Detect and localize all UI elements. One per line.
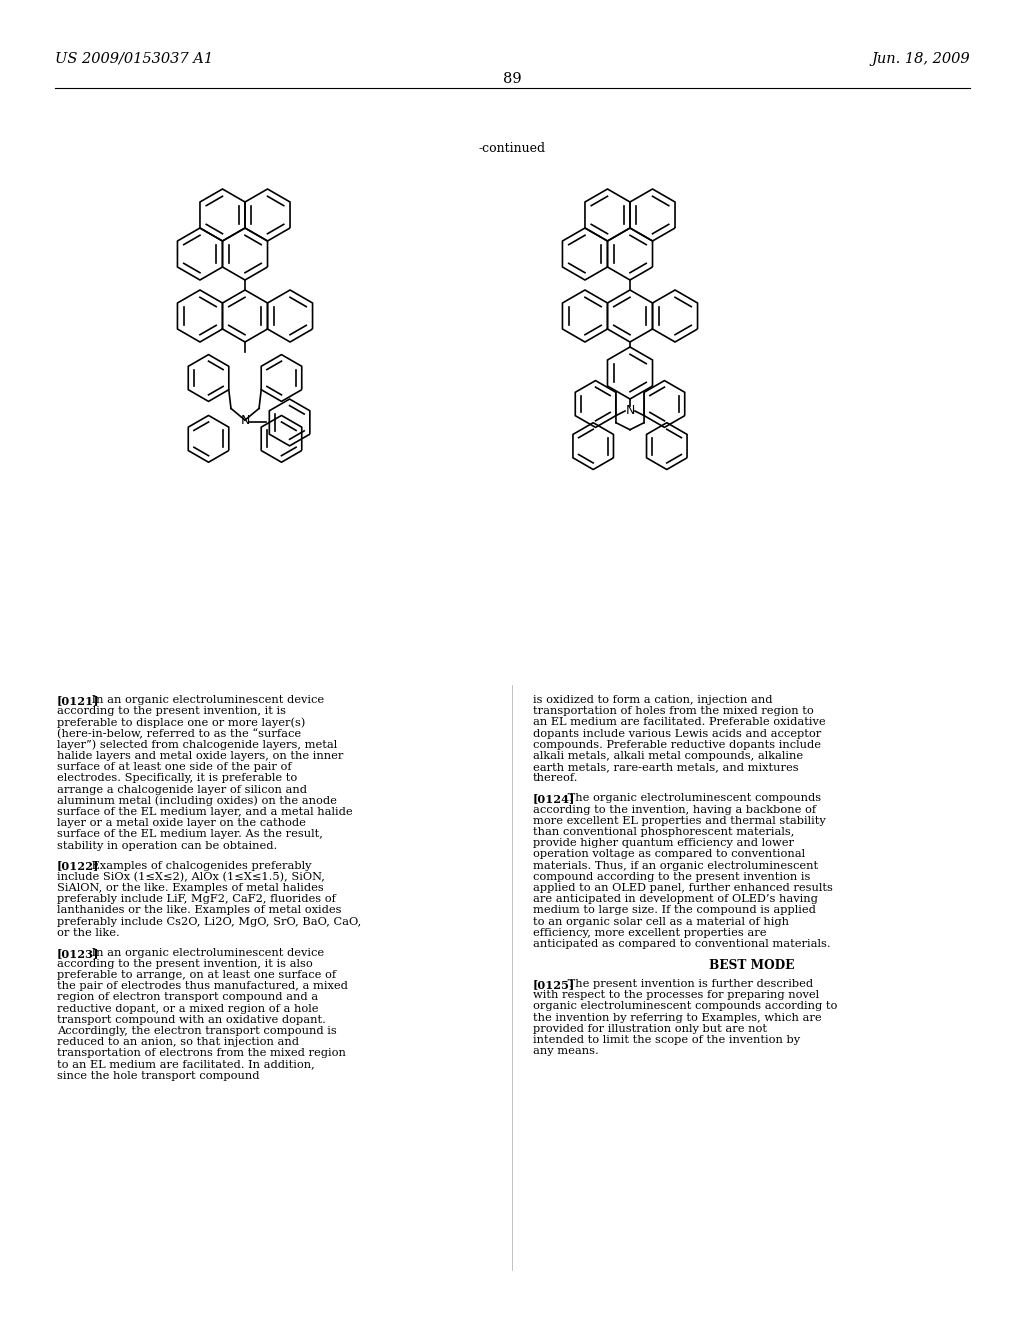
- Text: provided for illustration only but are not: provided for illustration only but are n…: [534, 1024, 767, 1034]
- Text: preferable to arrange, on at least one surface of: preferable to arrange, on at least one s…: [57, 970, 336, 979]
- Text: [0124]: [0124]: [534, 793, 575, 804]
- Text: BEST MODE: BEST MODE: [709, 958, 795, 972]
- Text: lanthanides or the like. Examples of metal oxides: lanthanides or the like. Examples of met…: [57, 906, 341, 915]
- Text: with respect to the processes for preparing novel: with respect to the processes for prepar…: [534, 990, 819, 1001]
- Text: the pair of electrodes thus manufactured, a mixed: the pair of electrodes thus manufactured…: [57, 981, 348, 991]
- Text: surface of the EL medium layer. As the result,: surface of the EL medium layer. As the r…: [57, 829, 323, 840]
- Text: transport compound with an oxidative dopant.: transport compound with an oxidative dop…: [57, 1015, 326, 1024]
- Text: to an organic solar cell as a material of high: to an organic solar cell as a material o…: [534, 916, 790, 927]
- Text: anticipated as compared to conventional materials.: anticipated as compared to conventional …: [534, 939, 830, 949]
- Text: or the like.: or the like.: [57, 928, 120, 937]
- Text: according to the present invention, it is: according to the present invention, it i…: [57, 706, 286, 717]
- Text: an EL medium are facilitated. Preferable oxidative: an EL medium are facilitated. Preferable…: [534, 717, 825, 727]
- Text: stability in operation can be obtained.: stability in operation can be obtained.: [57, 841, 278, 850]
- Text: operation voltage as compared to conventional: operation voltage as compared to convent…: [534, 849, 805, 859]
- Text: medium to large size. If the compound is applied: medium to large size. If the compound is…: [534, 906, 816, 915]
- Text: layer or a metal oxide layer on the cathode: layer or a metal oxide layer on the cath…: [57, 818, 306, 828]
- Text: provide higher quantum efficiency and lower: provide higher quantum efficiency and lo…: [534, 838, 794, 849]
- Text: materials. Thus, if an organic electroluminescent: materials. Thus, if an organic electrolu…: [534, 861, 818, 870]
- Text: N: N: [626, 404, 635, 417]
- Text: [0121]: [0121]: [57, 696, 99, 706]
- Text: since the hole transport compound: since the hole transport compound: [57, 1071, 259, 1081]
- Text: In an organic electroluminescent device: In an organic electroluminescent device: [87, 948, 324, 957]
- Text: [0123]: [0123]: [57, 948, 99, 958]
- Text: reduced to an anion, so that injection and: reduced to an anion, so that injection a…: [57, 1038, 299, 1047]
- Text: 89: 89: [503, 73, 521, 86]
- Text: halide layers and metal oxide layers, on the inner: halide layers and metal oxide layers, on…: [57, 751, 343, 762]
- Text: aluminum metal (including oxides) on the anode: aluminum metal (including oxides) on the…: [57, 796, 337, 807]
- Text: transportation of holes from the mixed region to: transportation of holes from the mixed r…: [534, 706, 814, 717]
- Text: [0125]: [0125]: [534, 979, 575, 990]
- Text: (here-in-below, referred to as the “surface: (here-in-below, referred to as the “surf…: [57, 729, 301, 739]
- Text: the invention by referring to Examples, which are: the invention by referring to Examples, …: [534, 1012, 821, 1023]
- Text: transportation of electrons from the mixed region: transportation of electrons from the mix…: [57, 1048, 346, 1059]
- Text: more excellent EL properties and thermal stability: more excellent EL properties and thermal…: [534, 816, 825, 826]
- Text: SiAlON, or the like. Examples of metal halides: SiAlON, or the like. Examples of metal h…: [57, 883, 324, 892]
- Text: The organic electroluminescent compounds: The organic electroluminescent compounds: [563, 793, 820, 804]
- Text: preferably include LiF, MgF2, CaF2, fluorides of: preferably include LiF, MgF2, CaF2, fluo…: [57, 894, 336, 904]
- Text: electrodes. Specifically, it is preferable to: electrodes. Specifically, it is preferab…: [57, 774, 297, 783]
- Text: is oxidized to form a cation, injection and: is oxidized to form a cation, injection …: [534, 696, 772, 705]
- Text: alkali metals, alkali metal compounds, alkaline: alkali metals, alkali metal compounds, a…: [534, 751, 803, 762]
- Text: In an organic electroluminescent device: In an organic electroluminescent device: [87, 696, 324, 705]
- Text: preferably include Cs2O, Li2O, MgO, SrO, BaO, CaO,: preferably include Cs2O, Li2O, MgO, SrO,…: [57, 916, 361, 927]
- Text: any means.: any means.: [534, 1047, 599, 1056]
- Text: N: N: [241, 413, 250, 426]
- Text: Jun. 18, 2009: Jun. 18, 2009: [871, 51, 970, 66]
- Text: reductive dopant, or a mixed region of a hole: reductive dopant, or a mixed region of a…: [57, 1003, 318, 1014]
- Text: than conventional phosphorescent materials,: than conventional phosphorescent materia…: [534, 826, 795, 837]
- Text: layer”) selected from chalcogenide layers, metal: layer”) selected from chalcogenide layer…: [57, 739, 337, 750]
- Text: -continued: -continued: [478, 143, 546, 154]
- Text: surface of the EL medium layer, and a metal halide: surface of the EL medium layer, and a me…: [57, 807, 352, 817]
- Text: Examples of chalcogenides preferably: Examples of chalcogenides preferably: [87, 861, 311, 870]
- Text: The present invention is further described: The present invention is further describ…: [563, 979, 813, 989]
- Text: according to the present invention, it is also: according to the present invention, it i…: [57, 958, 312, 969]
- Text: are anticipated in development of OLED’s having: are anticipated in development of OLED’s…: [534, 894, 818, 904]
- Text: US 2009/0153037 A1: US 2009/0153037 A1: [55, 51, 213, 66]
- Text: organic electroluminescent compounds according to: organic electroluminescent compounds acc…: [534, 1002, 838, 1011]
- Text: applied to an OLED panel, further enhanced results: applied to an OLED panel, further enhanc…: [534, 883, 833, 892]
- Text: region of electron transport compound and a: region of electron transport compound an…: [57, 993, 318, 1002]
- Text: [0122]: [0122]: [57, 861, 99, 871]
- Text: earth metals, rare-earth metals, and mixtures: earth metals, rare-earth metals, and mix…: [534, 762, 799, 772]
- Text: surface of at least one side of the pair of: surface of at least one side of the pair…: [57, 762, 292, 772]
- Text: include SiOx (1≤X≤2), AlOx (1≤X≤1.5), SiON,: include SiOx (1≤X≤2), AlOx (1≤X≤1.5), Si…: [57, 871, 325, 882]
- Text: to an EL medium are facilitated. In addition,: to an EL medium are facilitated. In addi…: [57, 1060, 314, 1069]
- Text: compounds. Preferable reductive dopants include: compounds. Preferable reductive dopants …: [534, 739, 821, 750]
- Text: arrange a chalcogenide layer of silicon and: arrange a chalcogenide layer of silicon …: [57, 784, 307, 795]
- Text: efficiency, more excellent properties are: efficiency, more excellent properties ar…: [534, 928, 767, 937]
- Text: compound according to the present invention is: compound according to the present invent…: [534, 871, 810, 882]
- Text: intended to limit the scope of the invention by: intended to limit the scope of the inven…: [534, 1035, 800, 1045]
- Text: preferable to displace one or more layer(s): preferable to displace one or more layer…: [57, 717, 305, 727]
- Text: dopants include various Lewis acids and acceptor: dopants include various Lewis acids and …: [534, 729, 821, 739]
- Text: Accordingly, the electron transport compound is: Accordingly, the electron transport comp…: [57, 1026, 337, 1036]
- Text: thereof.: thereof.: [534, 774, 579, 783]
- Text: according to the invention, having a backbone of: according to the invention, having a bac…: [534, 804, 816, 814]
